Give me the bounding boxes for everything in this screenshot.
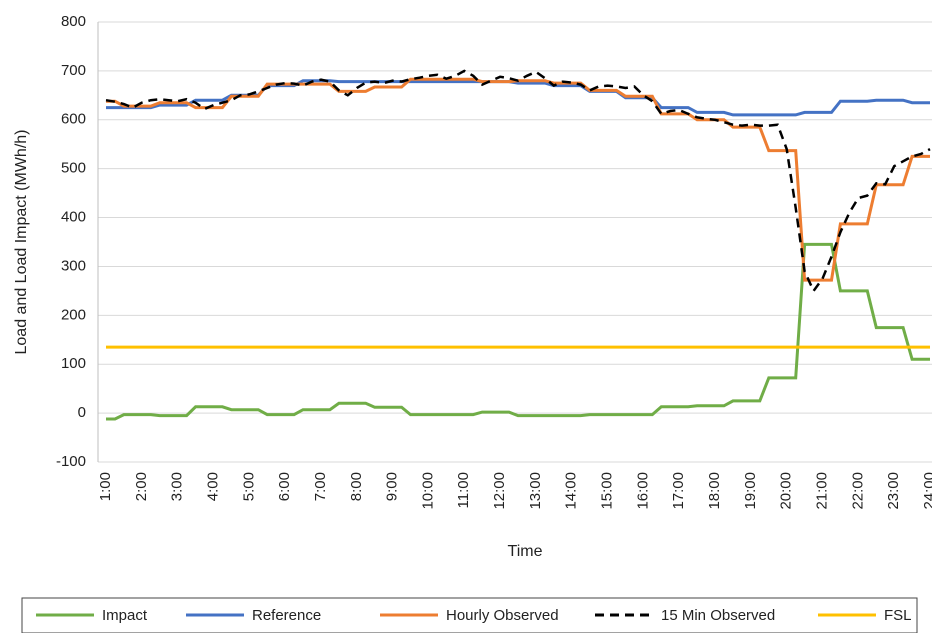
x-tick-label: 3:00 xyxy=(169,472,186,501)
x-tick-label: 14:00 xyxy=(563,472,580,510)
x-tick-label: 21:00 xyxy=(813,472,830,510)
y-axis-title: Load and Load Impact (MWh/h) xyxy=(13,129,30,354)
legend-label: 15 Min Observed xyxy=(661,607,775,624)
x-tick-label: 20:00 xyxy=(778,472,795,510)
legend-box xyxy=(21,597,918,633)
x-tick-label: 12:00 xyxy=(491,472,508,510)
x-tick-label: 8:00 xyxy=(348,472,365,501)
series-line xyxy=(106,77,930,282)
x-tick-label: 23:00 xyxy=(885,472,902,510)
y-tick-label: 200 xyxy=(61,306,86,323)
x-tick-label: 22:00 xyxy=(849,472,866,510)
x-tick-label: 1:00 xyxy=(97,472,114,501)
legend-label: FSL xyxy=(884,607,912,624)
y-tick-label: 800 xyxy=(61,13,86,30)
series-line xyxy=(106,242,930,421)
x-tick-label: 19:00 xyxy=(742,472,759,510)
y-tick-label: 600 xyxy=(61,111,86,128)
x-axis-title: Time xyxy=(508,543,543,560)
legend-label: Reference xyxy=(252,607,321,624)
x-tick-label: 17:00 xyxy=(670,472,687,510)
x-tick-label: 6:00 xyxy=(276,472,293,501)
x-tick-label: 18:00 xyxy=(706,472,723,510)
legend-label: Hourly Observed xyxy=(446,607,559,624)
y-tick-label: 100 xyxy=(61,355,86,372)
series-line xyxy=(105,69,931,294)
x-tick-label: 16:00 xyxy=(634,472,651,510)
x-tick-label: 15:00 xyxy=(599,472,616,510)
x-tick-label: 24:00 xyxy=(921,472,932,510)
x-tick-label: 10:00 xyxy=(419,472,436,510)
x-tick-label: 7:00 xyxy=(312,472,329,501)
y-tick-label: 300 xyxy=(61,257,86,274)
x-tick-label: 13:00 xyxy=(527,472,544,510)
y-tick-label: 400 xyxy=(61,209,86,226)
x-tick-label: 11:00 xyxy=(455,472,472,508)
x-tick-label: 9:00 xyxy=(384,472,401,501)
x-tick-label: 4:00 xyxy=(204,472,221,501)
x-tick-label: 5:00 xyxy=(240,472,257,501)
y-tick-label: -100 xyxy=(56,453,86,470)
y-tick-label: 700 xyxy=(61,62,86,79)
y-tick-label: 0 xyxy=(78,404,86,421)
x-tick-label: 2:00 xyxy=(133,472,150,501)
y-tick-label: 500 xyxy=(61,160,86,177)
legend-label: Impact xyxy=(102,607,148,624)
